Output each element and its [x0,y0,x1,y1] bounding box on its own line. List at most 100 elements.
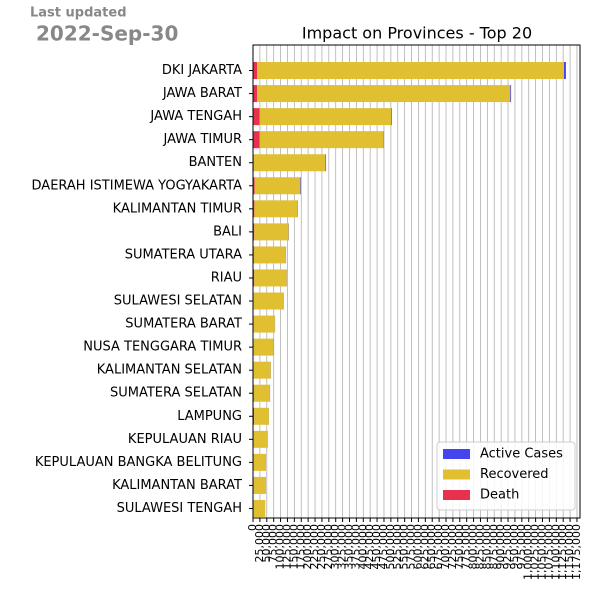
bar-segment [253,108,260,126]
last-updated-label: Last updated [30,6,127,21]
y-tick-label: JAWA BARAT [162,86,242,101]
x-tick-label: 125,000 [280,524,293,570]
x-tick-label: 225,000 [308,524,321,570]
y-tick-label: KALIMANTAN SELATAN [97,363,242,378]
x-tick-label: 350,000 [343,524,356,570]
last-updated-date: 2022-Sep-30 [36,22,178,46]
x-tick-label: 850,000 [480,524,493,570]
x-tick-label: 325,000 [336,524,349,570]
legend-box [436,441,576,511]
x-tick-label: 400,000 [356,524,369,570]
x-tick-label: 875,000 [487,524,500,570]
y-tick-label: KEPULAUAN BANGKA BELITUNG [35,455,242,470]
x-tick-label: 800,000 [467,524,480,570]
y-tick-label: KALIMANTAN TIMUR [113,201,242,216]
bar-segment [253,269,255,287]
bar-segment [259,131,384,149]
x-tick-label: 1,100,000 [549,524,562,580]
x-tick-label: 625,000 [418,524,431,570]
y-tick-label: SUMATERA UTARA [125,247,242,262]
bar-segment [257,85,511,103]
legend-swatch [443,449,470,459]
x-tick-label: 825,000 [473,524,486,570]
legend-label: Recovered [480,467,549,482]
x-tick-label: 1,150,000 [563,524,576,580]
x-tick-label: 950,000 [508,524,521,570]
x-tick-label: 100,000 [274,524,287,570]
chart-title: Impact on Provinces - Top 20 [302,24,532,43]
bar-segment [391,108,392,126]
x-tick-label: 75,000 [267,524,280,563]
bar-segment [253,407,255,425]
bar-segment [254,177,301,195]
x-tick-label: 700,000 [439,524,452,570]
bar-segment [253,154,326,172]
x-tick-label: 50,000 [260,524,273,563]
x-tick-label: 975,000 [515,524,528,570]
bar-segment [253,131,260,149]
x-tick-label: 1,050,000 [536,524,549,580]
y-tick-label: BANTEN [189,155,242,170]
x-tick-label: 575,000 [405,524,418,570]
y-tick-label: KALIMANTAN BARAT [112,478,242,493]
y-tick-label: KEPULAUAN RIAU [128,432,242,447]
bar-segment [253,499,266,517]
x-tick-label: 450,000 [370,524,383,570]
bar-segment [325,154,327,172]
y-tick-label: SULAWESI SELATAN [114,294,242,309]
x-tick-label: 1,025,000 [529,524,542,580]
x-tick-label: 925,000 [501,524,514,570]
bar-segment [510,85,512,103]
x-tick-label: 300,000 [329,524,342,570]
y-tick-label: SULAWESI TENGAH [117,501,242,516]
bar-segment [253,292,284,310]
y-tick-label: JAWA TIMUR [163,132,243,147]
bar-segment [253,384,270,402]
bar-segment [254,223,289,241]
x-tick-label: 200,000 [301,524,314,570]
x-tick-label: 375,000 [349,524,362,570]
y-tick-label: SUMATERA BARAT [125,317,242,332]
bar-segment [253,453,266,471]
x-tick-label: 1,175,000 [570,524,583,580]
x-tick-label: 425,000 [363,524,376,570]
legend-label: Active Cases [480,447,563,462]
x-tick-label: 750,000 [453,524,466,570]
bar-segment [253,223,255,241]
bar-segment [254,407,269,425]
bar-segment [253,338,274,356]
bar-segment [253,177,255,195]
bar-segment [253,62,258,80]
legend-swatch [443,490,470,500]
x-tick-label: 0 [246,524,259,531]
bar-segment [253,315,275,333]
x-tick-label: 1,075,000 [542,524,555,580]
legend-swatch [443,469,470,480]
x-tick-label: 150,000 [287,524,300,570]
bar-segment [253,85,258,103]
x-tick-label: 1,125,000 [556,524,569,580]
plot-frame [252,44,581,519]
y-tick-label: SUMATERA SELATAN [110,386,242,401]
y-tick-label: DKI JAKARTA [162,63,242,78]
bar-segment [253,246,286,264]
x-tick-label: 600,000 [411,524,424,570]
x-tick-label: 725,000 [446,524,459,570]
bar-segment [300,177,301,195]
legend: Active Cases Recovered Death [436,441,576,511]
x-tick-label: 500,000 [384,524,397,570]
bar-segment [253,200,255,218]
x-tick-label: 175,000 [294,524,307,570]
y-tick-label: JAWA TENGAH [149,109,242,124]
x-tick-label: 275,000 [322,524,335,570]
y-tick-label: DAERAH ISTIMEWA YOGYAKARTA [32,178,243,193]
bar-segment [259,108,392,126]
bar-segment [254,269,287,287]
bar-segment [253,361,271,379]
x-tick-label: 525,000 [391,524,404,570]
x-tick-label: 250,000 [315,524,328,570]
x-tick-label: 775,000 [460,524,473,570]
y-tick-label: NUSA TENGGARA TIMUR [83,340,242,355]
y-tick-label: RIAU [211,270,242,285]
